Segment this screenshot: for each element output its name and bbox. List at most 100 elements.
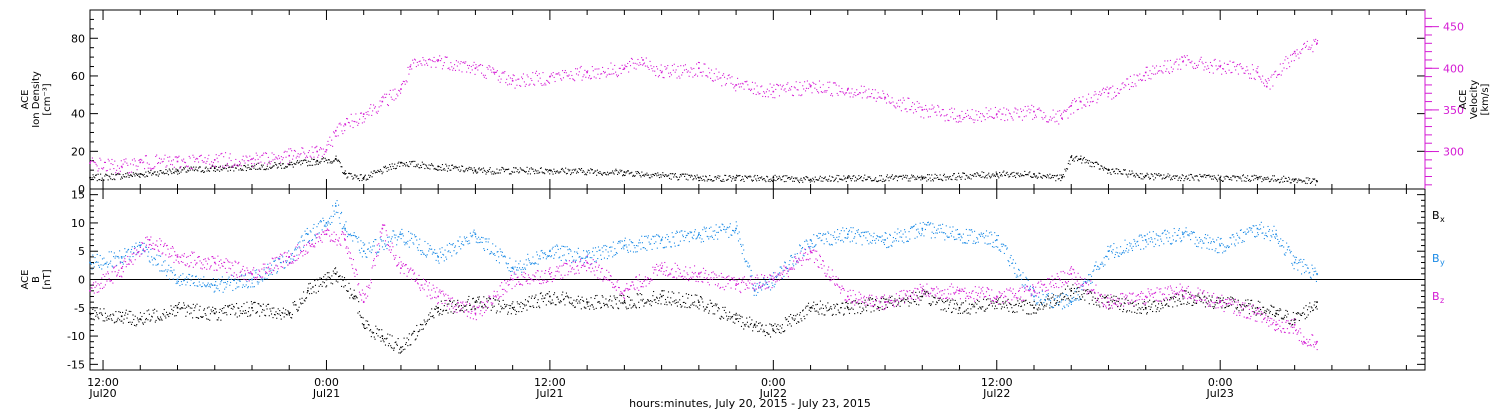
ion-density-point xyxy=(597,170,598,171)
bx-point xyxy=(1063,299,1064,300)
velocity-point xyxy=(363,113,365,115)
ion-density-point xyxy=(1301,180,1302,181)
ion-density-point xyxy=(961,176,962,177)
ion-density-point xyxy=(939,179,940,180)
velocity-point xyxy=(914,104,915,105)
bx-point xyxy=(587,303,588,304)
bx-point xyxy=(1241,310,1242,311)
bx-point xyxy=(1160,308,1161,309)
bx-point xyxy=(1168,306,1169,307)
velocity-point xyxy=(111,159,112,160)
ion-density-point xyxy=(1139,177,1140,178)
bx-point xyxy=(690,307,691,308)
velocity-point xyxy=(456,60,457,61)
bx-point xyxy=(287,314,288,315)
ion-density-point xyxy=(382,172,383,173)
velocity-point xyxy=(218,155,219,156)
ion-density-point xyxy=(760,178,761,179)
by-point xyxy=(98,265,99,266)
bx-point xyxy=(634,305,635,306)
ion-density-point xyxy=(185,167,186,168)
velocity-point xyxy=(313,152,314,153)
by-point xyxy=(133,252,134,253)
velocity-point xyxy=(1260,79,1261,80)
ion-density-point xyxy=(875,177,876,178)
bx-point xyxy=(958,313,959,314)
bx-point xyxy=(435,309,436,310)
bx-point xyxy=(1047,298,1048,299)
ion-density-point xyxy=(1253,179,1254,180)
bx-point xyxy=(345,279,346,280)
velocity-point xyxy=(1085,106,1086,107)
bx-point xyxy=(801,320,802,321)
bx-point xyxy=(542,295,543,296)
velocity-point xyxy=(759,93,760,94)
bx-point xyxy=(1054,305,1055,306)
ion-density-point xyxy=(1238,176,1239,177)
velocity-point xyxy=(1110,87,1111,88)
bx-point xyxy=(800,312,801,313)
bx-point xyxy=(127,314,128,315)
bx-point xyxy=(147,319,148,320)
ion-density-point xyxy=(239,164,240,165)
bx-point xyxy=(796,323,797,324)
velocity-point xyxy=(393,100,394,101)
ion-density-point xyxy=(924,178,925,179)
velocity-point xyxy=(121,160,122,161)
by-point xyxy=(191,280,192,281)
velocity-point xyxy=(307,157,308,158)
velocity-point xyxy=(630,65,631,66)
ion-density-point xyxy=(1261,181,1262,182)
bx-point xyxy=(539,307,540,308)
bx-point xyxy=(1203,302,1204,303)
ion-density-point xyxy=(622,175,623,176)
bx-point xyxy=(156,320,157,321)
ion-density-point xyxy=(218,167,219,168)
velocity-point xyxy=(886,102,887,103)
bx-point xyxy=(848,309,849,310)
bx-point xyxy=(486,298,487,299)
velocity-point xyxy=(1102,89,1103,90)
bx-point xyxy=(609,299,610,300)
ion-density-point xyxy=(620,170,621,171)
velocity-point xyxy=(1056,121,1057,122)
bx-point xyxy=(421,324,422,325)
velocity-point xyxy=(738,84,739,85)
ion-density-point xyxy=(1255,175,1256,176)
velocity-point xyxy=(395,98,396,99)
ion-density-point xyxy=(811,180,812,181)
ion-density-point xyxy=(1142,173,1143,174)
bx-point xyxy=(670,297,671,298)
bx-point xyxy=(208,319,209,320)
ion-density-point xyxy=(1001,174,1002,175)
velocity-point xyxy=(1173,69,1174,70)
velocity-point xyxy=(317,157,318,158)
bx-point xyxy=(134,325,135,326)
bx-point xyxy=(375,339,376,340)
ion-density-point xyxy=(316,164,317,165)
velocity-point xyxy=(210,167,211,168)
velocity-point xyxy=(1308,49,1309,50)
bx-point xyxy=(1107,295,1108,296)
bx-point xyxy=(871,311,872,312)
velocity-point xyxy=(987,117,988,118)
velocity-point xyxy=(693,68,694,69)
velocity-point xyxy=(1203,63,1204,64)
ion-density-point xyxy=(1273,180,1274,181)
velocity-point xyxy=(1099,91,1100,92)
ion-density-point xyxy=(426,165,427,166)
ion-density-point xyxy=(340,162,341,163)
bx-point xyxy=(387,334,388,335)
bx-point xyxy=(1043,306,1044,307)
velocity-point xyxy=(986,107,987,108)
bx-point xyxy=(337,272,338,273)
ion-density-point xyxy=(767,176,768,177)
velocity-point xyxy=(647,66,648,67)
bx-point xyxy=(1120,306,1121,307)
ion-density-point xyxy=(618,172,619,173)
velocity-point xyxy=(650,65,651,66)
velocity-point xyxy=(791,86,792,87)
ion-density-point xyxy=(498,172,499,173)
velocity-point xyxy=(1259,77,1260,78)
velocity-point xyxy=(1281,75,1282,76)
